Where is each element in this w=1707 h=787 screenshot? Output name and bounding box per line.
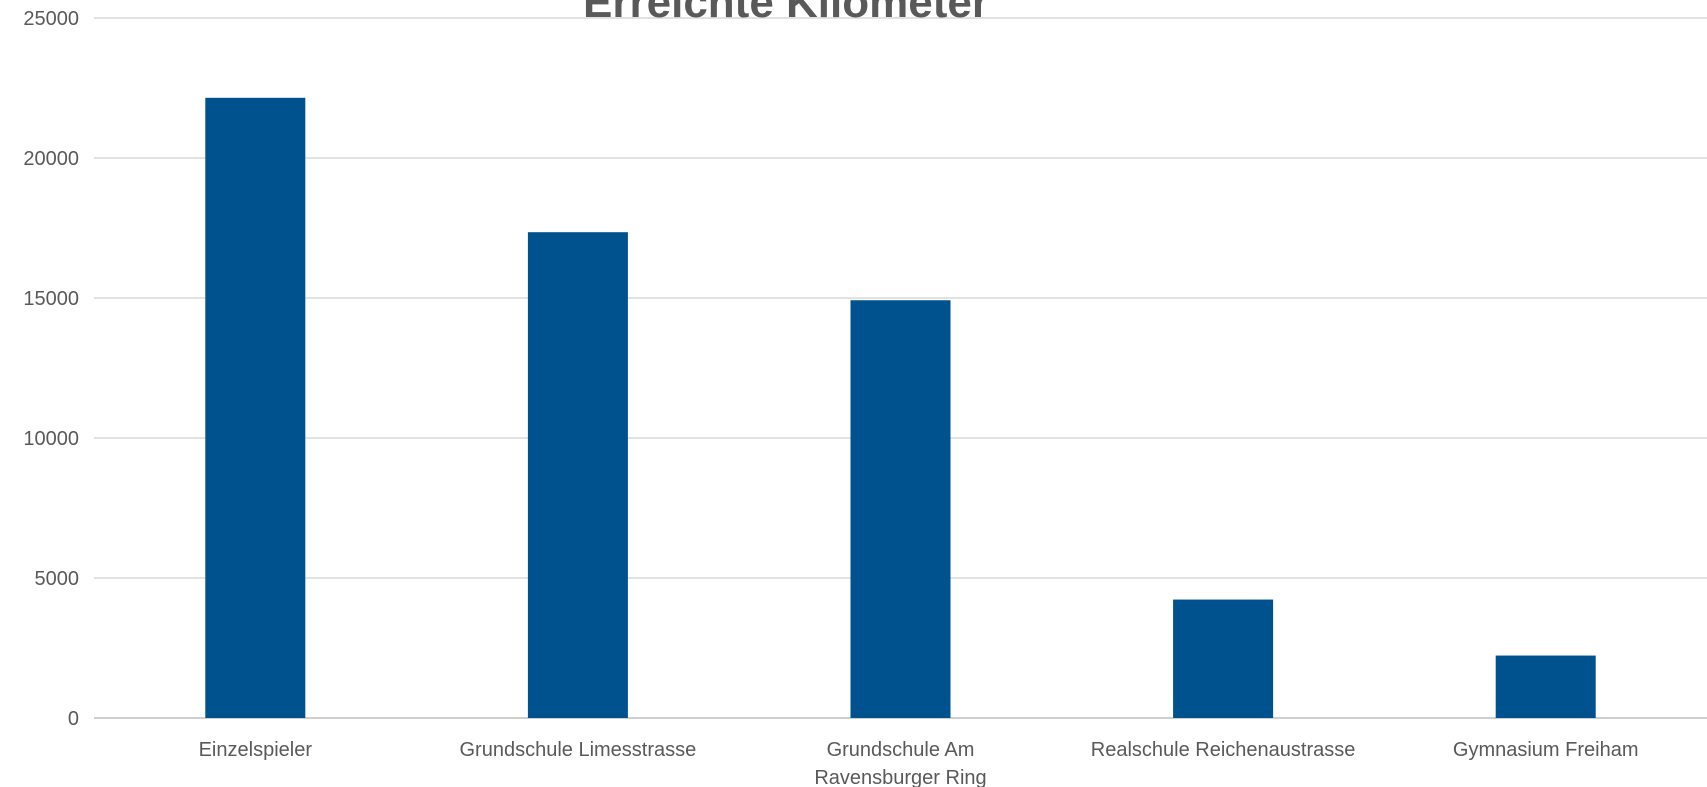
x-category-label: Einzelspieler: [199, 739, 313, 761]
y-tick-label: 25000: [23, 8, 79, 30]
bar-3: [850, 300, 951, 718]
y-tick-label: 15000: [23, 288, 79, 310]
y-tick-label: 10000: [23, 428, 79, 450]
x-axis-labels: Einzelspieler Grundschule Limesstrasse Gru…: [199, 739, 1639, 787]
x-category-label: Grundschule Limesstrasse: [460, 739, 697, 761]
bar-1: [205, 97, 306, 719]
y-axis-ticks: 0 5000 10000 15000 20000 25000: [23, 8, 79, 730]
bar-5: [1495, 655, 1596, 718]
bar-4: [1173, 599, 1274, 718]
y-tick-label: 20000: [23, 148, 79, 170]
y-tick-label: 0: [68, 708, 79, 730]
bars: [205, 97, 1596, 719]
x-category-label: Gymnasium Freiham: [1453, 739, 1639, 761]
y-tick-label: 5000: [35, 568, 80, 590]
chart-title: Erreichte Kilometer: [583, 0, 989, 27]
x-category-label: Realschule Reichenaustrasse: [1091, 739, 1356, 761]
x-category-label: Ravensburger Ring: [814, 767, 986, 787]
x-category-label: Grundschule Am: [827, 739, 975, 761]
bar-2: [527, 232, 628, 718]
